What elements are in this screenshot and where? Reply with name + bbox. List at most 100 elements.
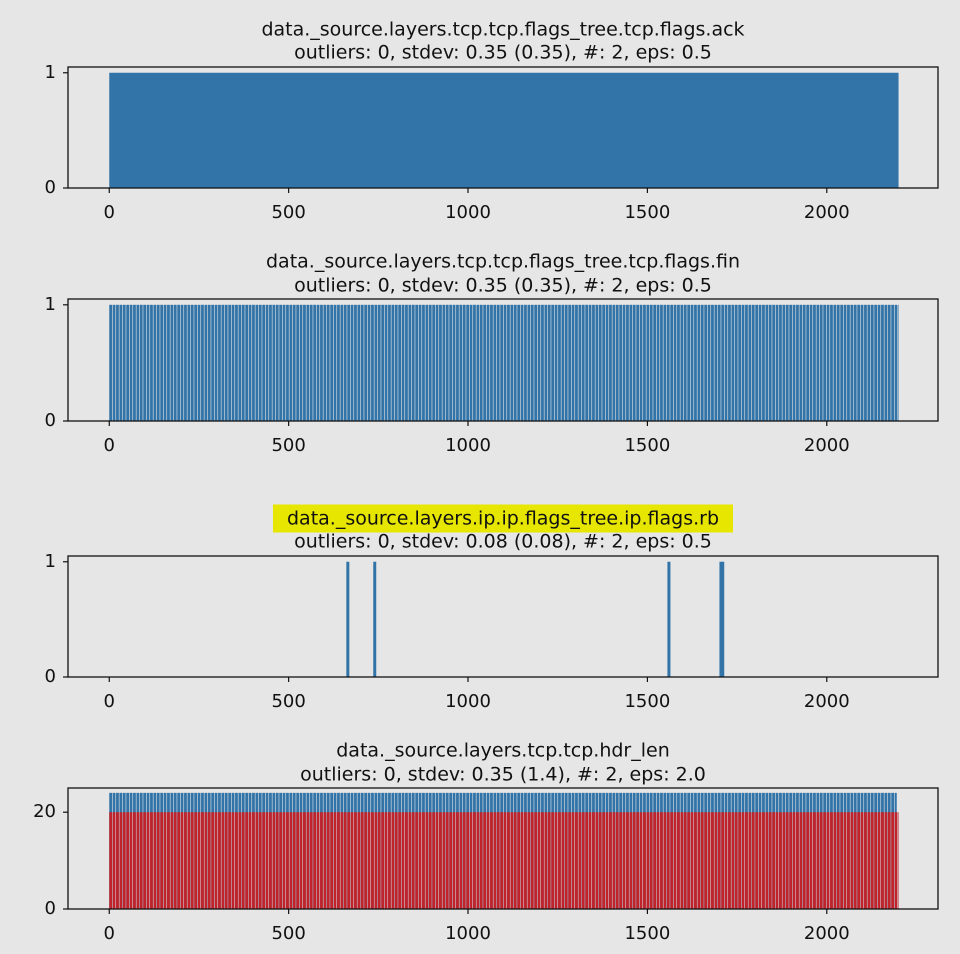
bar bbox=[204, 812, 208, 909]
bar bbox=[513, 812, 517, 909]
bar bbox=[452, 812, 456, 909]
bar bbox=[843, 304, 847, 421]
chart-title: data._source.layers.tcp.tcp.flags_tree.t… bbox=[266, 251, 740, 273]
bar bbox=[262, 304, 266, 421]
bar bbox=[660, 812, 663, 909]
bar bbox=[748, 812, 752, 909]
bar bbox=[721, 812, 725, 909]
bar bbox=[496, 304, 500, 421]
bar bbox=[112, 812, 116, 909]
bar bbox=[373, 561, 377, 677]
chart-title: data._source.layers.tcp.tcp.hdr_len bbox=[336, 740, 670, 762]
bar bbox=[452, 304, 456, 421]
bar bbox=[541, 812, 544, 909]
x-tick-label: 0 bbox=[104, 691, 115, 712]
bar bbox=[850, 812, 854, 909]
bar bbox=[670, 304, 674, 421]
bar bbox=[816, 304, 820, 421]
bar bbox=[779, 812, 782, 909]
x-tick-label: 2000 bbox=[804, 691, 850, 712]
bar bbox=[119, 812, 123, 909]
bar bbox=[493, 304, 497, 421]
bar bbox=[418, 304, 422, 421]
bar bbox=[792, 304, 796, 421]
bar bbox=[656, 812, 660, 909]
bar bbox=[796, 304, 799, 421]
bar bbox=[150, 812, 153, 909]
bar bbox=[544, 812, 548, 909]
bar bbox=[595, 812, 599, 909]
bar bbox=[398, 304, 402, 421]
bar bbox=[354, 812, 357, 909]
bar bbox=[605, 812, 609, 909]
bar bbox=[609, 812, 612, 909]
bar bbox=[789, 304, 793, 421]
bar bbox=[561, 812, 565, 909]
bar bbox=[490, 812, 493, 909]
bar bbox=[343, 812, 347, 909]
bar bbox=[503, 304, 507, 421]
bar bbox=[309, 812, 313, 909]
bar bbox=[823, 304, 827, 421]
bar bbox=[296, 304, 300, 421]
bar bbox=[530, 304, 534, 421]
bar bbox=[653, 812, 657, 909]
bar bbox=[143, 812, 147, 909]
bar bbox=[116, 812, 119, 909]
bar bbox=[683, 304, 687, 421]
bar bbox=[894, 812, 898, 909]
bar bbox=[667, 561, 671, 677]
bar bbox=[605, 304, 609, 421]
bar bbox=[228, 812, 232, 909]
bar bbox=[755, 812, 759, 909]
bar bbox=[840, 812, 844, 909]
bar bbox=[401, 812, 405, 909]
bar bbox=[649, 812, 653, 909]
bar bbox=[860, 304, 864, 421]
bar bbox=[581, 812, 585, 909]
bar bbox=[170, 812, 174, 909]
bar bbox=[700, 304, 704, 421]
bar bbox=[425, 304, 429, 421]
bar bbox=[544, 304, 548, 421]
bar bbox=[343, 304, 347, 421]
bar bbox=[194, 812, 198, 909]
bar bbox=[568, 812, 572, 909]
bar bbox=[337, 304, 340, 421]
bar bbox=[731, 812, 735, 909]
bar bbox=[524, 812, 527, 909]
bar bbox=[425, 812, 429, 909]
bar bbox=[374, 812, 378, 909]
bar bbox=[636, 812, 640, 909]
y-tick-label: 20 bbox=[33, 801, 56, 822]
bar bbox=[554, 304, 558, 421]
bar bbox=[772, 304, 776, 421]
bar bbox=[299, 304, 303, 421]
bar bbox=[211, 304, 215, 421]
bar bbox=[122, 812, 126, 909]
bar bbox=[537, 812, 541, 909]
bar bbox=[806, 304, 810, 421]
bar bbox=[860, 812, 864, 909]
bar bbox=[442, 812, 446, 909]
bar bbox=[231, 304, 235, 421]
x-tick-label: 1500 bbox=[624, 435, 670, 456]
chart-title: data._source.layers.tcp.tcp.flags_tree.t… bbox=[261, 19, 744, 41]
bar bbox=[748, 304, 752, 421]
bar bbox=[758, 304, 762, 421]
bar bbox=[694, 812, 697, 909]
bar bbox=[173, 812, 177, 909]
bar bbox=[306, 812, 310, 909]
bar bbox=[245, 812, 249, 909]
bar bbox=[622, 812, 626, 909]
bar bbox=[690, 812, 694, 909]
bar bbox=[340, 812, 344, 909]
bar bbox=[439, 812, 442, 909]
bar bbox=[459, 812, 463, 909]
bar bbox=[802, 812, 806, 909]
bar bbox=[772, 812, 776, 909]
bar bbox=[768, 812, 772, 909]
bar bbox=[286, 812, 289, 909]
bar bbox=[347, 304, 351, 421]
